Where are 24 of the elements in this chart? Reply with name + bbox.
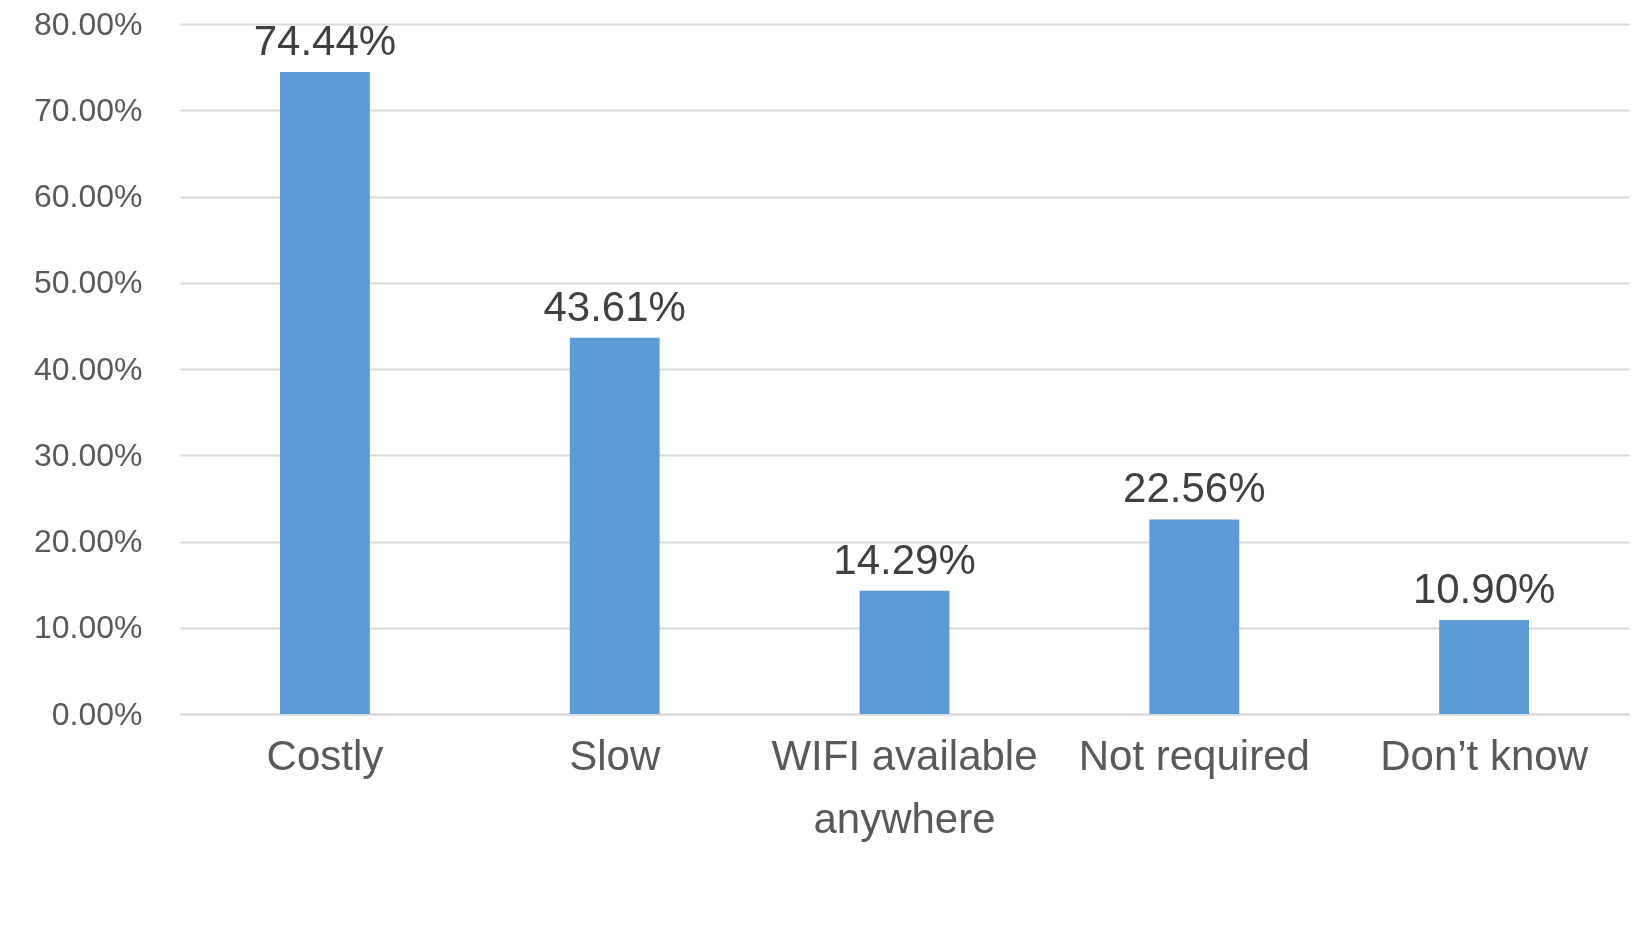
x-tick-label: Slow [569,731,661,779]
y-tick-label: 30.00% [33,436,143,473]
y-tick-label: 80.00% [33,5,143,42]
bar [859,590,950,714]
y-tick-label: 40.00% [33,350,143,387]
y-tick-label: 20.00% [33,523,143,559]
y-tick-label: 0.00% [51,695,143,732]
x-tick-label: Costly [266,731,384,779]
y-tick-label: 50.00% [33,264,143,301]
bar [1149,519,1240,714]
data-label: 14.29% [833,535,976,583]
data-label: 22.56% [1123,464,1266,512]
y-tick-label: 70.00% [33,91,143,128]
bar [279,71,370,714]
data-label: 10.90% [1412,564,1556,612]
data-label: 43.61% [543,282,686,330]
x-tick-label: WIFI available anywhere [771,731,1038,842]
x-tick-label: Not required [1078,731,1310,779]
bar [1439,619,1530,714]
y-tick-label: 10.00% [33,609,143,646]
data-label: 74.44% [253,16,397,64]
x-tick-label: Don’t know [1380,731,1589,779]
y-tick-label: 60.00% [33,178,143,214]
bar [569,337,660,714]
